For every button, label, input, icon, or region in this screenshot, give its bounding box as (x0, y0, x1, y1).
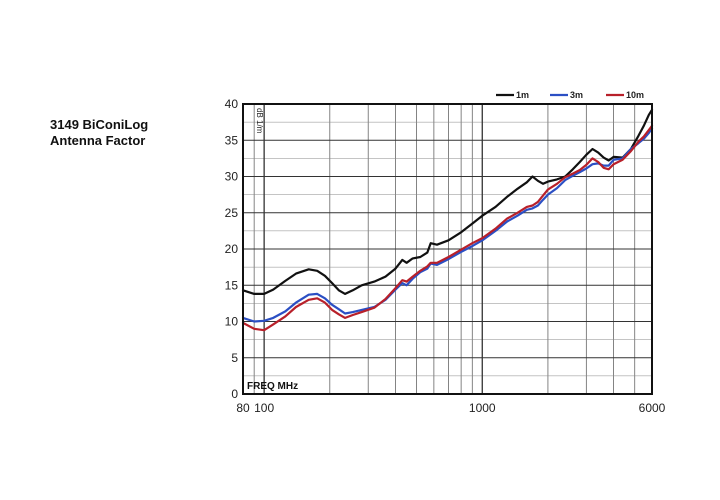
chart-title-line1: 3149 BiConiLog (50, 117, 149, 132)
y-tick-label: 20 (225, 242, 239, 256)
legend: 1m 3m 10m (496, 90, 644, 100)
y-tick-label: 15 (225, 278, 239, 292)
x-tick-label: 80 (236, 401, 250, 415)
y-tick-label: 35 (225, 133, 239, 147)
series-layer (241, 108, 654, 332)
series-line-10m (241, 124, 654, 332)
y-tick-label: 30 (225, 170, 239, 184)
x-tick-label: 1000 (469, 401, 496, 415)
y-tick-label: 5 (231, 351, 238, 365)
legend-label-3m: 3m (570, 90, 583, 100)
y-tick-label: 10 (225, 315, 239, 329)
legend-label-1m: 1m (516, 90, 529, 100)
x-tick-label: 100 (254, 401, 274, 415)
y-tick-label: 0 (231, 387, 238, 401)
chart-title-line2: Antenna Factor (50, 133, 146, 148)
series-line-3m (241, 127, 654, 323)
grid-major (243, 103, 652, 395)
x-tick-labels: 80 100 1000 6000 (236, 401, 665, 415)
plot-frame (242, 103, 653, 395)
series-line-1m (241, 108, 654, 295)
y-axis-unit-label: dB 1/m (255, 108, 264, 134)
y-tick-labels: 0 5 10 15 20 25 30 35 40 (225, 97, 239, 401)
x-tick-label: 6000 (639, 401, 666, 415)
y-tick-label: 25 (225, 206, 239, 220)
x-axis-label: FREQ MHz (247, 381, 298, 392)
y-tick-label: 40 (225, 97, 239, 111)
legend-label-10m: 10m (626, 90, 644, 100)
chart-title: 3149 BiConiLog Antenna Factor (50, 117, 148, 149)
